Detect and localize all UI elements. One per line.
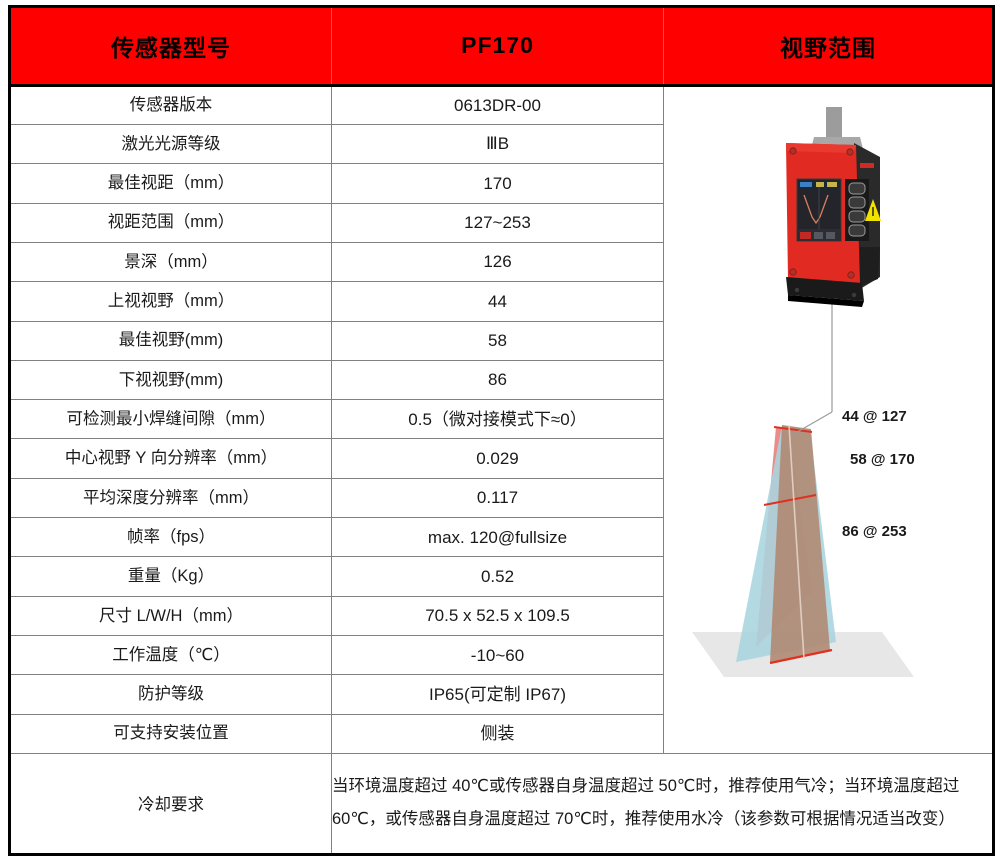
table-row: 中心视野 Y 向分辨率（mm） 0.029 — [9, 438, 994, 479]
screw-bottom-left — [789, 268, 797, 276]
cooling-text: 当环境温度超过 40℃或传感器自身温度超过 50℃时，推荐使用气冷；当环境温度超… — [331, 752, 994, 856]
spec-value: -10~60 — [331, 635, 664, 676]
button-1 — [848, 182, 866, 195]
spec-label: 上视视野（mm） — [9, 281, 332, 322]
table-row: 防护等级 IP65(可定制 IP67) — [9, 674, 994, 715]
table-header-row: 传感器型号 PF170 视野范围 — [9, 5, 994, 87]
spec-label: 可支持安装位置 — [9, 713, 332, 754]
table-row: 视距范围（mm） 127~253 — [9, 202, 994, 243]
sensor-base-shade — [788, 294, 864, 307]
sensor-body-bevel — [786, 142, 856, 153]
lcd-icon-logo — [800, 231, 811, 239]
spec-value: 0.117 — [331, 477, 664, 519]
spec-value: max. 120@fullsize — [331, 517, 664, 558]
table-row: 上视视野（mm） 44 — [9, 281, 994, 322]
fov-label-far: 86 @ 253 — [842, 522, 907, 540]
spec-value: 58 — [331, 320, 664, 361]
spec-value: 127~253 — [331, 202, 664, 243]
spec-label: 下视视野(mm) — [9, 359, 332, 401]
volume-highlight — [788, 424, 805, 659]
button-2 — [848, 196, 866, 209]
spec-label: 景深（mm） — [9, 241, 332, 283]
brand-logo — [860, 162, 874, 168]
table-row: 景深（mm） 126 — [9, 241, 994, 283]
spec-label: 重量（Kg） — [9, 556, 332, 597]
spec-label: 工作温度（℃） — [9, 635, 332, 676]
table-row: 激光光源等级 ⅢB — [9, 123, 994, 165]
table-row: 平均深度分辨率（mm） 0.117 — [9, 477, 994, 519]
lcd-header-chip-right — [827, 181, 837, 187]
screw-top-right — [846, 148, 854, 156]
fov-label-best: 58 @ 170 — [850, 450, 915, 468]
spec-value: 0.52 — [331, 556, 664, 597]
spec-label: 平均深度分辨率（mm） — [9, 477, 332, 519]
spec-table-body: 传感器型号 PF170 视野范围 传感器版本 0613DR-00 — [9, 5, 994, 856]
table-row: 重量（Kg） 0.52 — [9, 556, 994, 597]
spec-label: 中心视野 Y 向分辨率（mm） — [9, 438, 332, 479]
spec-value: 170 — [331, 163, 664, 204]
spec-label: 防护等级 — [9, 674, 332, 715]
spec-label: 激光光源等级 — [9, 123, 332, 165]
table-row: 可支持安装位置 侧装 — [9, 713, 994, 754]
fov-volume-brown — [770, 424, 830, 662]
sensor-illustration: 44 @ 127 58 @ 170 86 @ 253 — [664, 87, 992, 707]
spec-value: IP65(可定制 IP67) — [331, 674, 664, 715]
spec-value: 0613DR-00 — [331, 84, 664, 125]
screw-bottom-right — [847, 271, 855, 279]
spec-label: 传感器版本 — [9, 84, 332, 125]
table-row: 传感器版本 0613DR-00 — [9, 84, 994, 754]
spec-label: 最佳视距（mm） — [9, 163, 332, 204]
header-model-name: PF170 — [331, 5, 664, 87]
spec-value: 126 — [331, 241, 664, 283]
spec-value: 0.029 — [331, 438, 664, 479]
spec-label: 视距范围（mm） — [9, 202, 332, 243]
spec-label: 最佳视野(mm) — [9, 320, 332, 361]
sensor-spec-table: 传感器型号 PF170 视野范围 传感器版本 0613DR-00 — [8, 5, 995, 856]
header-sensor-model: 传感器型号 — [9, 5, 332, 87]
button-4 — [848, 224, 866, 237]
fov-edge-near — [773, 425, 813, 433]
lcd-waveform — [803, 194, 829, 224]
lcd-header-chip-left — [800, 181, 812, 187]
table-row: 最佳视距（mm） 170 — [9, 163, 994, 204]
spec-label: 帧率（fps） — [9, 517, 332, 558]
sensor-body-side-lower — [858, 246, 880, 287]
screw-base-left — [794, 287, 800, 292]
reference-line — [791, 411, 833, 436]
table-row: 工作温度（℃） -10~60 — [9, 635, 994, 676]
screw-base-right — [851, 292, 857, 297]
button-3 — [848, 210, 866, 223]
fov-edge-far — [769, 648, 833, 664]
fov-edge-best — [763, 493, 817, 506]
spec-value: 侧装 — [331, 713, 664, 754]
screw-top-left — [789, 147, 797, 155]
table-row: 帧率（fps） max. 120@fullsize — [9, 517, 994, 558]
spec-value: 44 — [331, 281, 664, 322]
fov-label-near: 44 @ 127 — [842, 407, 907, 425]
fov-illustration-cell: 44 @ 127 58 @ 170 86 @ 253 — [663, 84, 994, 754]
table-row: 尺寸 L/W/H（mm） 70.5 x 52.5 x 109.5 — [9, 595, 994, 637]
spec-value: 86 — [331, 359, 664, 401]
spec-value: 0.5（微对接模式下≈0） — [331, 399, 664, 440]
spec-value: ⅢB — [331, 123, 664, 165]
sensor-base — [786, 276, 864, 301]
cooling-label: 冷却要求 — [9, 752, 332, 856]
header-fov-range: 视野范围 — [663, 5, 994, 87]
spec-value: 70.5 x 52.5 x 109.5 — [331, 595, 664, 637]
spec-label: 尺寸 L/W/H（mm） — [9, 595, 332, 637]
lcd-icon-menu — [826, 231, 835, 239]
lcd-header-chip-mid — [816, 181, 824, 187]
lcd-icon-gear — [814, 231, 823, 239]
cooling-requirement-row: 冷却要求 当环境温度超过 40℃或传感器自身温度超过 50℃时，推荐使用气冷；当… — [9, 752, 994, 856]
spec-label: 可检测最小焊缝间隙（mm） — [9, 399, 332, 440]
sensor-diagram-svg — [692, 106, 914, 677]
top-connector — [826, 106, 842, 141]
table-row: 下视视野(mm) 86 — [9, 359, 994, 401]
table-row: 最佳视野(mm) 58 — [9, 320, 994, 361]
